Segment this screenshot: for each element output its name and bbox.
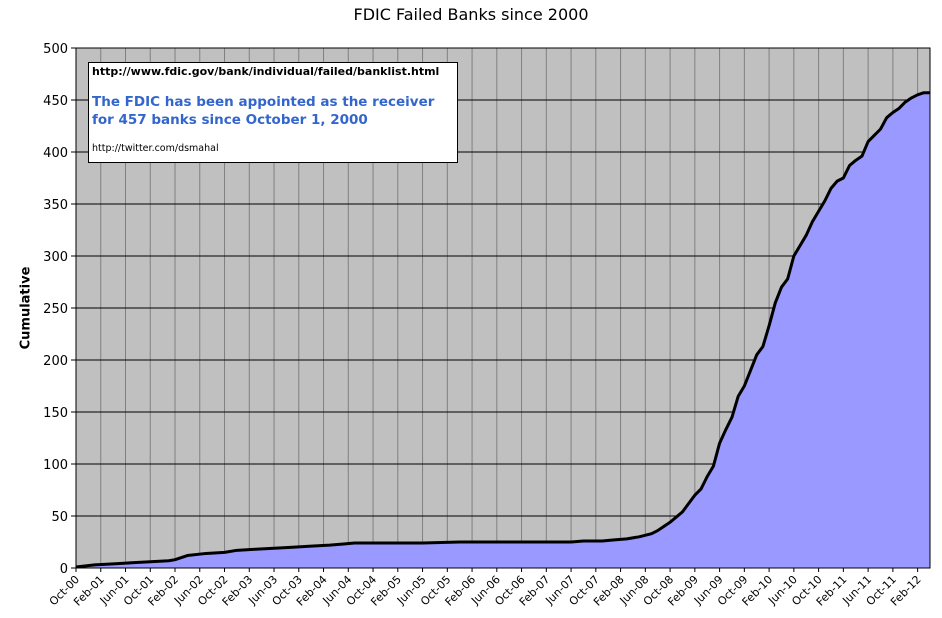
chart-title: FDIC Failed Banks since 2000 — [353, 5, 589, 24]
annotation-message: The FDIC has been appointed as the recei… — [92, 94, 435, 128]
y-tick-label: 400 — [43, 146, 68, 161]
series-line — [75, 91, 930, 569]
annotation-box: http://www.fdic.gov/bank/individual/fail… — [88, 62, 458, 163]
y-tick-label: 200 — [43, 354, 68, 369]
annotation-source-url[interactable]: http://www.fdic.gov/bank/individual/fail… — [92, 65, 440, 78]
x-tick-labels: Oct-00Feb-01Jun-01Oct-01Feb-02Jun-02Oct-… — [47, 568, 924, 609]
y-tick-labels: 0 50 100 150 200 250 300 350 400 450 500 — [43, 42, 76, 577]
series-area — [76, 92, 930, 568]
y-tick-label: 100 — [43, 458, 68, 473]
y-tick-label: 300 — [43, 250, 68, 265]
annotation-twitter-url[interactable]: http://twitter.com/dsmahal — [92, 143, 219, 154]
series-layer — [75, 91, 930, 569]
y-tick-label: 250 — [43, 302, 68, 317]
y-tick-label: 50 — [51, 510, 68, 525]
y-tick-label: 450 — [43, 94, 68, 109]
y-tick-label: 350 — [43, 198, 68, 213]
y-tick-label: 500 — [43, 42, 68, 57]
y-tick-label: 0 — [60, 562, 68, 577]
y-tick-label: 150 — [43, 406, 68, 421]
